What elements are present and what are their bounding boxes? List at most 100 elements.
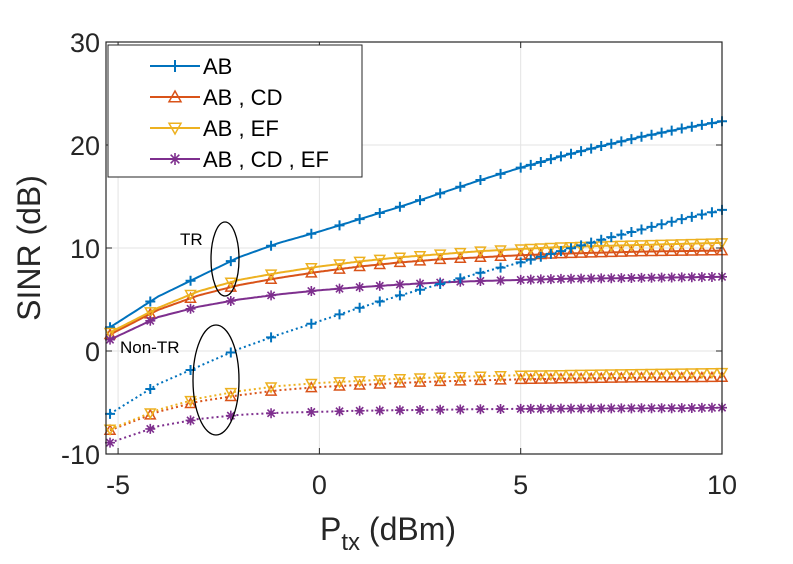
data-point xyxy=(413,373,427,385)
data-point xyxy=(374,280,385,291)
data-point xyxy=(435,188,446,199)
y-tick-label: 30 xyxy=(70,28,100,58)
data-point xyxy=(655,239,668,251)
data-point xyxy=(675,239,689,251)
data-point xyxy=(555,151,566,162)
data-point xyxy=(474,373,487,386)
data-point xyxy=(524,243,538,256)
data-point xyxy=(616,136,627,147)
data-point xyxy=(145,296,156,307)
data-point xyxy=(675,368,689,380)
data-point xyxy=(393,374,407,386)
data-point xyxy=(626,227,637,238)
data-point xyxy=(576,240,587,251)
data-point xyxy=(665,368,678,380)
data-point xyxy=(625,240,638,252)
data-point xyxy=(666,403,677,414)
data-point xyxy=(555,403,566,414)
data-point xyxy=(394,201,405,212)
data-point xyxy=(645,371,658,383)
data-point xyxy=(167,89,183,103)
data-point xyxy=(224,277,238,289)
data-point xyxy=(554,247,568,259)
data-point xyxy=(695,368,709,380)
data-point xyxy=(544,242,558,255)
data-point xyxy=(415,284,426,295)
data-point xyxy=(413,254,427,266)
data-point xyxy=(305,378,318,391)
data-point xyxy=(105,408,116,419)
series-layer xyxy=(103,116,729,448)
data-point xyxy=(103,327,117,340)
data-point xyxy=(576,403,587,414)
data-point xyxy=(334,220,345,231)
data-point xyxy=(625,369,638,381)
data-point xyxy=(185,415,196,426)
series-line xyxy=(109,371,723,431)
data-point xyxy=(305,381,318,393)
data-point xyxy=(555,273,566,284)
data-point xyxy=(103,424,117,436)
data-point xyxy=(534,372,548,384)
data-point xyxy=(145,423,156,434)
annotation-tr: TR xyxy=(180,230,203,249)
data-point xyxy=(695,370,709,383)
data-point xyxy=(306,318,317,329)
data-point xyxy=(635,245,648,257)
data-point xyxy=(305,263,318,275)
data-point xyxy=(606,403,617,414)
data-point xyxy=(576,273,587,284)
data-point xyxy=(555,246,566,257)
data-point xyxy=(606,138,617,149)
non-tr-ellipse xyxy=(192,324,240,436)
data-point xyxy=(266,240,277,251)
data-point xyxy=(225,295,236,306)
data-point xyxy=(393,255,407,268)
data-point xyxy=(354,405,365,416)
legend-label-ab-cd-ef: AB , CD , EF xyxy=(203,147,329,172)
data-point xyxy=(586,403,597,414)
data-point xyxy=(656,272,667,283)
series-line xyxy=(109,208,723,415)
data-point xyxy=(334,406,345,417)
data-point xyxy=(393,376,407,388)
data-point xyxy=(305,266,318,278)
data-point xyxy=(494,373,507,385)
data-point xyxy=(433,252,447,265)
data-point xyxy=(415,278,426,289)
data-point xyxy=(524,372,538,384)
data-point xyxy=(675,371,689,383)
data-point xyxy=(656,127,667,138)
data-point xyxy=(224,389,238,402)
x-tick-label: 0 xyxy=(312,470,327,500)
data-point xyxy=(635,368,648,381)
data-point xyxy=(574,372,588,384)
y-tick-label: 0 xyxy=(85,337,100,367)
data-point xyxy=(695,244,709,256)
data-point xyxy=(586,143,597,154)
data-point xyxy=(685,368,699,380)
data-point xyxy=(665,244,678,256)
data-point xyxy=(545,403,556,414)
data-point xyxy=(334,283,345,294)
data-point xyxy=(455,404,466,415)
data-point xyxy=(554,369,568,382)
data-point xyxy=(525,254,536,265)
data-point xyxy=(495,275,506,286)
data-point xyxy=(264,269,278,281)
data-point xyxy=(706,271,717,282)
data-point xyxy=(706,207,717,218)
data-point xyxy=(596,273,607,284)
data-point xyxy=(566,148,577,159)
data-point xyxy=(615,369,628,381)
data-point xyxy=(373,254,387,266)
data-point xyxy=(646,129,657,140)
data-point xyxy=(606,273,617,284)
legend-label-ab-ef: AB , EF xyxy=(203,116,279,141)
data-point xyxy=(494,370,507,383)
data-point xyxy=(105,334,116,345)
data-point xyxy=(596,234,607,245)
data-point xyxy=(433,374,447,387)
data-point xyxy=(566,273,577,284)
data-point xyxy=(705,368,719,380)
